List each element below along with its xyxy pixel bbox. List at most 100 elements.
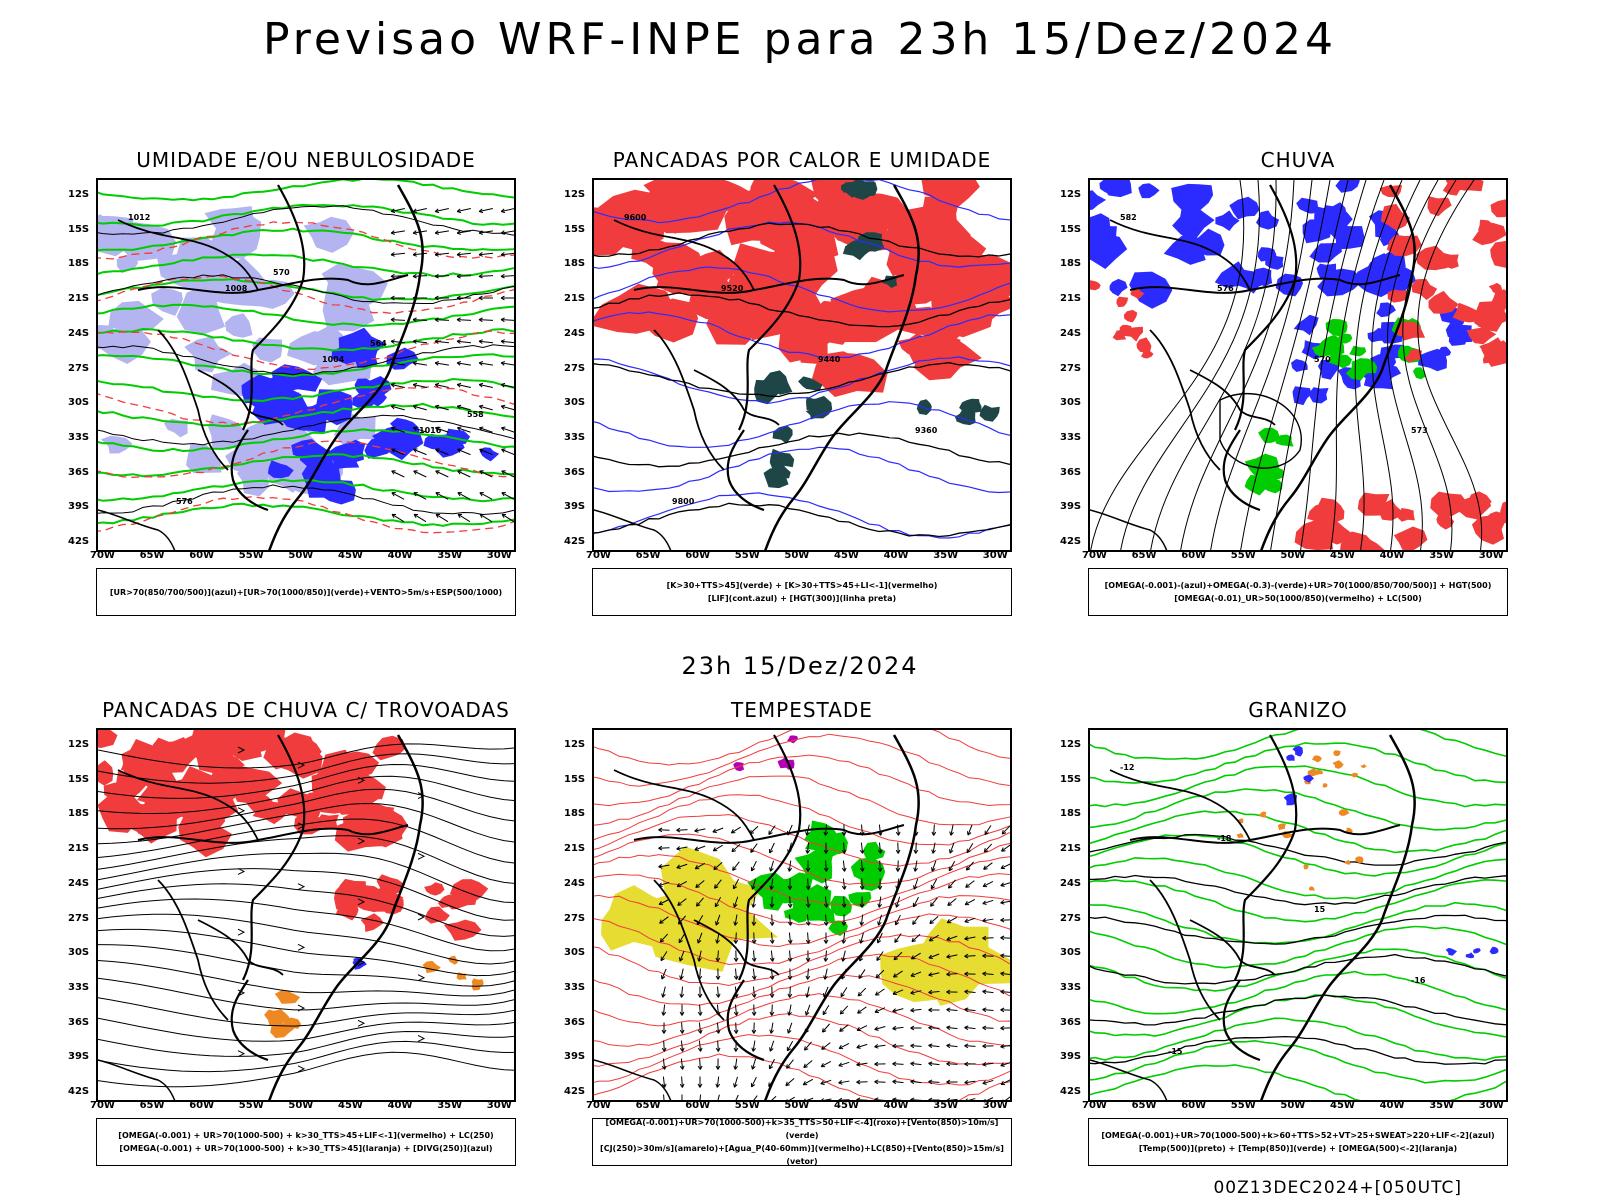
shaded-area bbox=[1172, 205, 1215, 239]
state-border bbox=[1189, 919, 1276, 976]
latitude-tick-label: 18S bbox=[68, 258, 90, 270]
wind-vector bbox=[751, 1058, 757, 1070]
shaded-area bbox=[1489, 946, 1499, 955]
shaded-area bbox=[809, 300, 861, 336]
longitude-tick-label: 60W bbox=[685, 1100, 711, 1111]
wind-vector bbox=[391, 513, 405, 523]
wind-vector bbox=[910, 1079, 922, 1085]
contour-label: 564 bbox=[370, 339, 387, 348]
wind-vector bbox=[1000, 900, 1010, 905]
state-border bbox=[693, 919, 780, 976]
wind-vector bbox=[751, 896, 756, 908]
legend-line: [OMEGA(-0.01)_UR>50(1000/850)(vermelho) … bbox=[1174, 594, 1422, 603]
map-canvas: 1012 1008 1004 1016 576 570 564 558 bbox=[98, 180, 514, 550]
wind-vector bbox=[949, 842, 955, 854]
wind-vector bbox=[803, 1041, 812, 1051]
contour-line bbox=[1090, 994, 1506, 1038]
wind-vector bbox=[805, 1004, 811, 1016]
wind-vector bbox=[715, 950, 721, 962]
wind-vector bbox=[769, 860, 775, 872]
wind-vector bbox=[876, 932, 883, 944]
wind-vector bbox=[910, 1043, 922, 1049]
streamline bbox=[98, 743, 514, 769]
state-border bbox=[726, 979, 765, 1062]
contour-line bbox=[594, 733, 1010, 787]
wind-vector bbox=[661, 1058, 667, 1070]
longitude-tick-label: 60W bbox=[189, 550, 215, 561]
shaded-area bbox=[1229, 196, 1260, 220]
wind-vector bbox=[733, 1058, 739, 1070]
latitude-tick-label: 15S bbox=[564, 223, 586, 235]
wind-vector bbox=[946, 916, 958, 924]
wind-vector bbox=[391, 426, 405, 433]
contour-label: -16 bbox=[1411, 976, 1426, 985]
wind-vector bbox=[413, 513, 427, 523]
wind-vector bbox=[982, 935, 994, 941]
shaded-area bbox=[1292, 745, 1303, 756]
wind-vector bbox=[390, 317, 406, 323]
contour-line bbox=[1240, 180, 1331, 550]
wind-vector bbox=[457, 470, 471, 478]
longitude-tick-label: 60W bbox=[685, 550, 711, 561]
shaded-area bbox=[274, 990, 301, 1004]
shaded-area bbox=[336, 901, 359, 921]
wind-vector bbox=[694, 862, 706, 870]
longitude-tick-label: 65W bbox=[1131, 1100, 1157, 1111]
wind-vector bbox=[435, 513, 449, 523]
contour-line bbox=[1300, 180, 1367, 550]
shaded-area bbox=[1428, 290, 1459, 314]
wind-vector bbox=[750, 1076, 757, 1088]
longitude-tick-label: 70W bbox=[586, 550, 611, 561]
shaded-area bbox=[850, 184, 871, 200]
latitude-tick-label: 33S bbox=[68, 431, 90, 443]
shaded-area bbox=[443, 919, 482, 941]
wind-vector bbox=[982, 953, 994, 959]
wind-vector bbox=[434, 252, 450, 257]
state-border bbox=[98, 509, 176, 550]
wind-vector bbox=[735, 1094, 739, 1100]
latitude-tick-label: 42S bbox=[1060, 1086, 1082, 1097]
contour-line bbox=[1090, 742, 1506, 784]
wind-vector bbox=[769, 950, 775, 962]
wind-vector bbox=[660, 968, 667, 980]
latitude-tick-label: 33S bbox=[564, 431, 586, 443]
streamline bbox=[98, 928, 514, 977]
streamline bbox=[98, 913, 514, 965]
latitude-tick-label: 12S bbox=[68, 739, 90, 750]
contour-label: 1004 bbox=[322, 355, 345, 364]
shaded-area bbox=[1437, 346, 1451, 359]
longitude-tick-label: 60W bbox=[189, 1100, 215, 1111]
wind-vector bbox=[874, 1079, 886, 1085]
map-canvas: 582 576 570 573 bbox=[1090, 180, 1506, 550]
wind-vector bbox=[928, 1025, 940, 1031]
wind-vector bbox=[1000, 1007, 1010, 1013]
wind-vector bbox=[838, 1097, 850, 1100]
shaded-area bbox=[863, 841, 886, 861]
wind-vector bbox=[786, 1059, 794, 1069]
wind-vector bbox=[677, 898, 687, 906]
shaded-area bbox=[184, 336, 233, 373]
wind-vector bbox=[823, 878, 829, 890]
wind-vector bbox=[661, 1022, 667, 1034]
state-border bbox=[197, 919, 284, 976]
contour-line bbox=[98, 353, 514, 378]
longitude-tick-label: 50W bbox=[288, 550, 314, 561]
shaded-area bbox=[1484, 511, 1504, 527]
latitude-tick-label: 27S bbox=[1060, 362, 1082, 374]
shaded-area bbox=[769, 448, 795, 470]
contour-line bbox=[1330, 180, 1385, 550]
shaded-area bbox=[1479, 337, 1506, 363]
wind-vector bbox=[412, 382, 427, 389]
wind-vector bbox=[659, 933, 669, 943]
longitude-tick-label: 65W bbox=[635, 550, 661, 561]
streamline bbox=[98, 883, 514, 937]
streamline bbox=[98, 753, 514, 784]
shaded-area bbox=[186, 443, 222, 474]
wind-vector bbox=[859, 878, 865, 890]
contour-line bbox=[98, 203, 514, 227]
streamline-arrow bbox=[297, 1004, 306, 1012]
shaded-area bbox=[1344, 859, 1351, 865]
shaded-area bbox=[422, 960, 441, 974]
wind-vector bbox=[859, 914, 865, 926]
wind-vector bbox=[930, 878, 938, 890]
